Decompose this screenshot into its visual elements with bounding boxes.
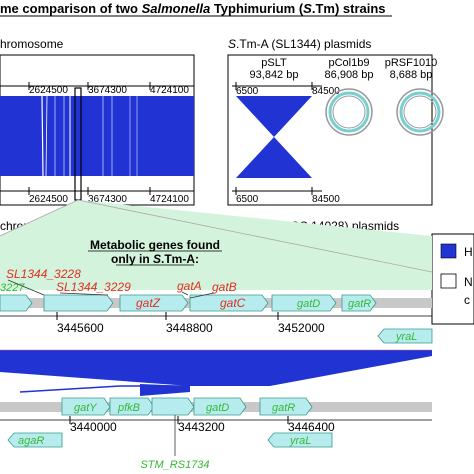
gene-yraL-bottom xyxy=(267,432,333,448)
plasmids-panel xyxy=(227,54,433,206)
label-partial-3227: 3227 xyxy=(0,282,25,294)
top-coord-1: 3445600 xyxy=(57,321,104,335)
gene-gatD-bottom xyxy=(193,397,247,416)
gene-partial-3227 xyxy=(0,294,33,312)
label-agaR: agaR xyxy=(18,435,44,447)
label-stm-rs1734: STM_RS1734 xyxy=(140,459,209,471)
label-sl1344-3228: SL1344_3228 xyxy=(6,267,81,281)
pointer-gatB xyxy=(189,292,215,299)
bottom-coord-1: 3440000 xyxy=(70,420,117,434)
pointer-3228 xyxy=(7,279,45,296)
gene-gatR-bottom xyxy=(259,397,313,416)
chrom-top-tick-3: 4724100 xyxy=(150,85,189,96)
gene-synteny-band xyxy=(0,350,432,386)
pcol-circle xyxy=(325,88,373,136)
gene-gatD-top xyxy=(271,294,337,312)
bottom-coord-2: 3443200 xyxy=(178,420,225,434)
label-yraL-top: yraL xyxy=(395,331,417,343)
legend-item-1: H xyxy=(464,245,473,259)
label-gatB: gatB xyxy=(212,280,237,294)
label-gatY: gatY xyxy=(74,402,97,414)
label-gatZ: gatZ xyxy=(136,296,161,310)
metabolic-heading-1: Metabolic genes found xyxy=(90,238,220,252)
chromosome-top-label: hromosome xyxy=(0,37,64,51)
top-genes-row xyxy=(0,294,433,344)
metabolic-heading-2: only in S.Tm-A: xyxy=(111,252,199,266)
top-coord-3: 3452000 xyxy=(278,321,325,335)
label-gatC: gatC xyxy=(220,296,246,310)
gene-stm-rs1734 xyxy=(151,397,195,416)
chromosome-synteny-block xyxy=(0,96,194,176)
bottom-genes-row xyxy=(7,397,333,448)
prsf-size: 8,688 bp xyxy=(390,69,433,81)
gene-yraL-top xyxy=(377,328,433,344)
prsf-circle xyxy=(396,88,444,136)
gene-gatZ xyxy=(119,294,189,312)
pslt-name: pSLT xyxy=(261,57,287,69)
top-coord-2: 3448800 xyxy=(166,321,213,335)
chrom-bottom-tick-1: 2624500 xyxy=(29,194,68,205)
gene-agaR xyxy=(7,432,63,448)
gene-gatC xyxy=(189,294,269,312)
pcol-size: 86,908 bp xyxy=(325,69,374,81)
label-gatD-bottom: gatD xyxy=(206,402,229,414)
pslt-top-tick-right: 84500 xyxy=(312,86,340,97)
label-yraL-bottom: yraL xyxy=(289,435,311,447)
label-sl1344-3229: SL1344_3229 xyxy=(56,280,131,294)
label-gatR-bottom: gatR xyxy=(272,402,295,414)
metabolic-highlight xyxy=(0,200,432,290)
prsf-name: pRSF1010 xyxy=(385,57,438,69)
pslt-inversion-block xyxy=(236,96,312,178)
legend-swatch-blue xyxy=(440,243,457,259)
chrom-bottom-tick-3: 4724100 xyxy=(150,194,189,205)
pslt-bottom-tick-left: 6500 xyxy=(236,194,259,205)
chrom-bottom-tick-2: 3674300 xyxy=(88,194,127,205)
figure-title: me comparison of two Salmonella Typhimur… xyxy=(0,1,386,16)
gene-gatR-top xyxy=(341,294,377,312)
legend-swatch-white xyxy=(440,273,457,289)
label-gatR-top: gatR xyxy=(348,298,371,310)
pslt-size: 93,842 bp xyxy=(250,69,299,81)
legend-item-3: c xyxy=(464,293,470,307)
gene-sl1344-3229 xyxy=(43,294,114,312)
gene-pfkB xyxy=(109,397,155,416)
label-pfkB: pfkB xyxy=(117,402,140,414)
bottom-coord-3: 3446400 xyxy=(288,420,335,434)
chrom-top-tick-2: 3674300 xyxy=(88,85,127,96)
chrom-top-tick-1: 2624500 xyxy=(29,85,68,96)
legend-item-2: N xyxy=(464,275,473,289)
pointer-gatA xyxy=(181,291,189,296)
label-gatD-top: gatD xyxy=(297,298,320,310)
pslt-top-tick-left: 6500 xyxy=(236,86,259,97)
pcol-name: pCol1b9 xyxy=(329,57,370,69)
pslt-bottom-tick-right: 84500 xyxy=(312,194,340,205)
plasmids-top-label: S.Tm-A (SL1344) plasmids xyxy=(228,37,371,51)
gene-gatY xyxy=(61,397,111,416)
label-gatA: gatA xyxy=(177,279,202,293)
pointer-3229 xyxy=(59,292,109,296)
